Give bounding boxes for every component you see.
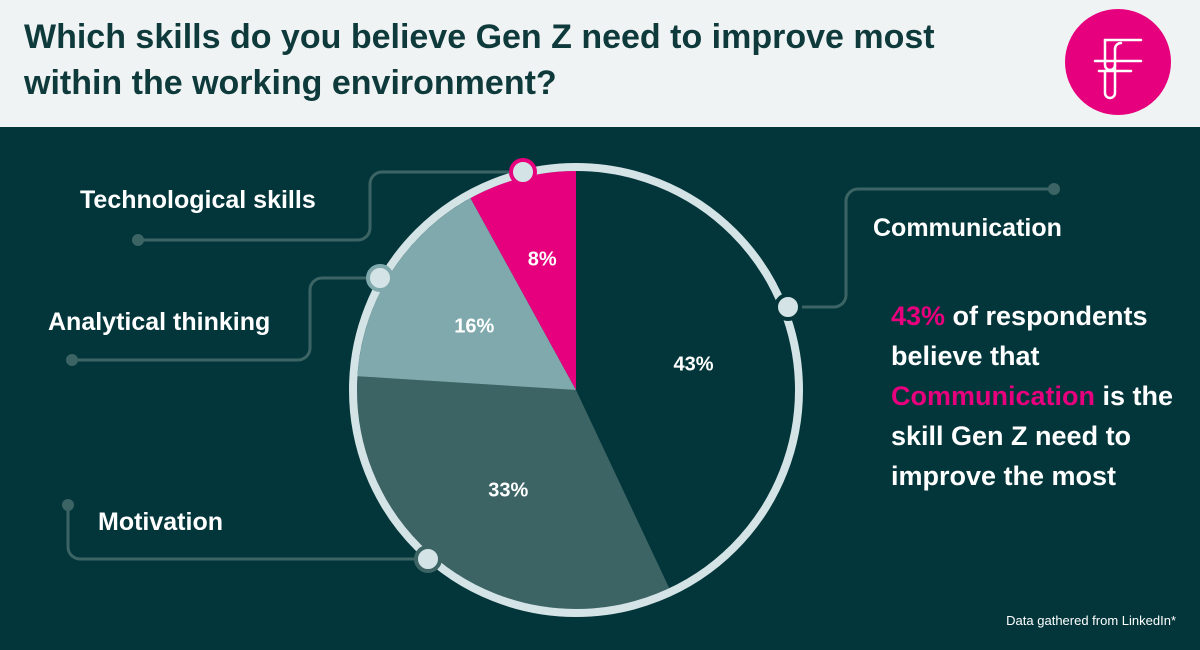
label-analytical-thinking: Analytical thinking xyxy=(48,308,270,336)
label-technological-skills: Technological skills xyxy=(80,186,316,214)
pie-slice-analytical-thinking xyxy=(357,198,576,390)
chart-title: Which skills do you believe Gen Z need t… xyxy=(24,18,935,102)
pie-value-label-technological-skills: 8% xyxy=(528,248,557,270)
callout-highlight-skill: Communication xyxy=(891,381,1096,411)
marker-technological-skills xyxy=(509,158,537,186)
pie-value-label-communication: 43% xyxy=(674,354,714,376)
callout-text-part-1: of respondents believe that xyxy=(891,301,1148,371)
marker-communication xyxy=(774,293,802,321)
connector-end-dots xyxy=(62,183,1060,511)
brand-logo-icon xyxy=(1065,9,1171,115)
pie-slice-communication xyxy=(576,171,795,589)
source-note: Data gathered from LinkedIn* xyxy=(1006,613,1176,628)
pie-slice-technological-skills xyxy=(470,171,576,390)
pie-value-labels: 43% 33% 16% 8% xyxy=(454,248,713,501)
label-motivation: Motivation xyxy=(98,508,223,536)
callout-text-part-2: is the skill Gen Z need to improve the m… xyxy=(891,381,1174,491)
pie-outer-ring xyxy=(349,163,803,617)
pie-value-label-motivation: 33% xyxy=(488,480,528,502)
callout-text: 43% of respondents believe that Communic… xyxy=(891,296,1181,496)
marker-motivation xyxy=(414,545,442,573)
connector-lines xyxy=(66,170,1056,561)
callout-highlight-pct: 43% xyxy=(891,301,946,331)
pie-slices xyxy=(357,171,795,609)
header-bar: Which skills do you believe Gen Z need t… xyxy=(0,0,1200,127)
pie-chart: 43% 33% 16% 8% Technological skills Analyti… xyxy=(48,158,1062,617)
pie-value-label-analytical-thinking: 16% xyxy=(454,315,494,337)
marker-analytical-thinking xyxy=(366,264,394,292)
label-communication: Communication xyxy=(873,214,1062,242)
